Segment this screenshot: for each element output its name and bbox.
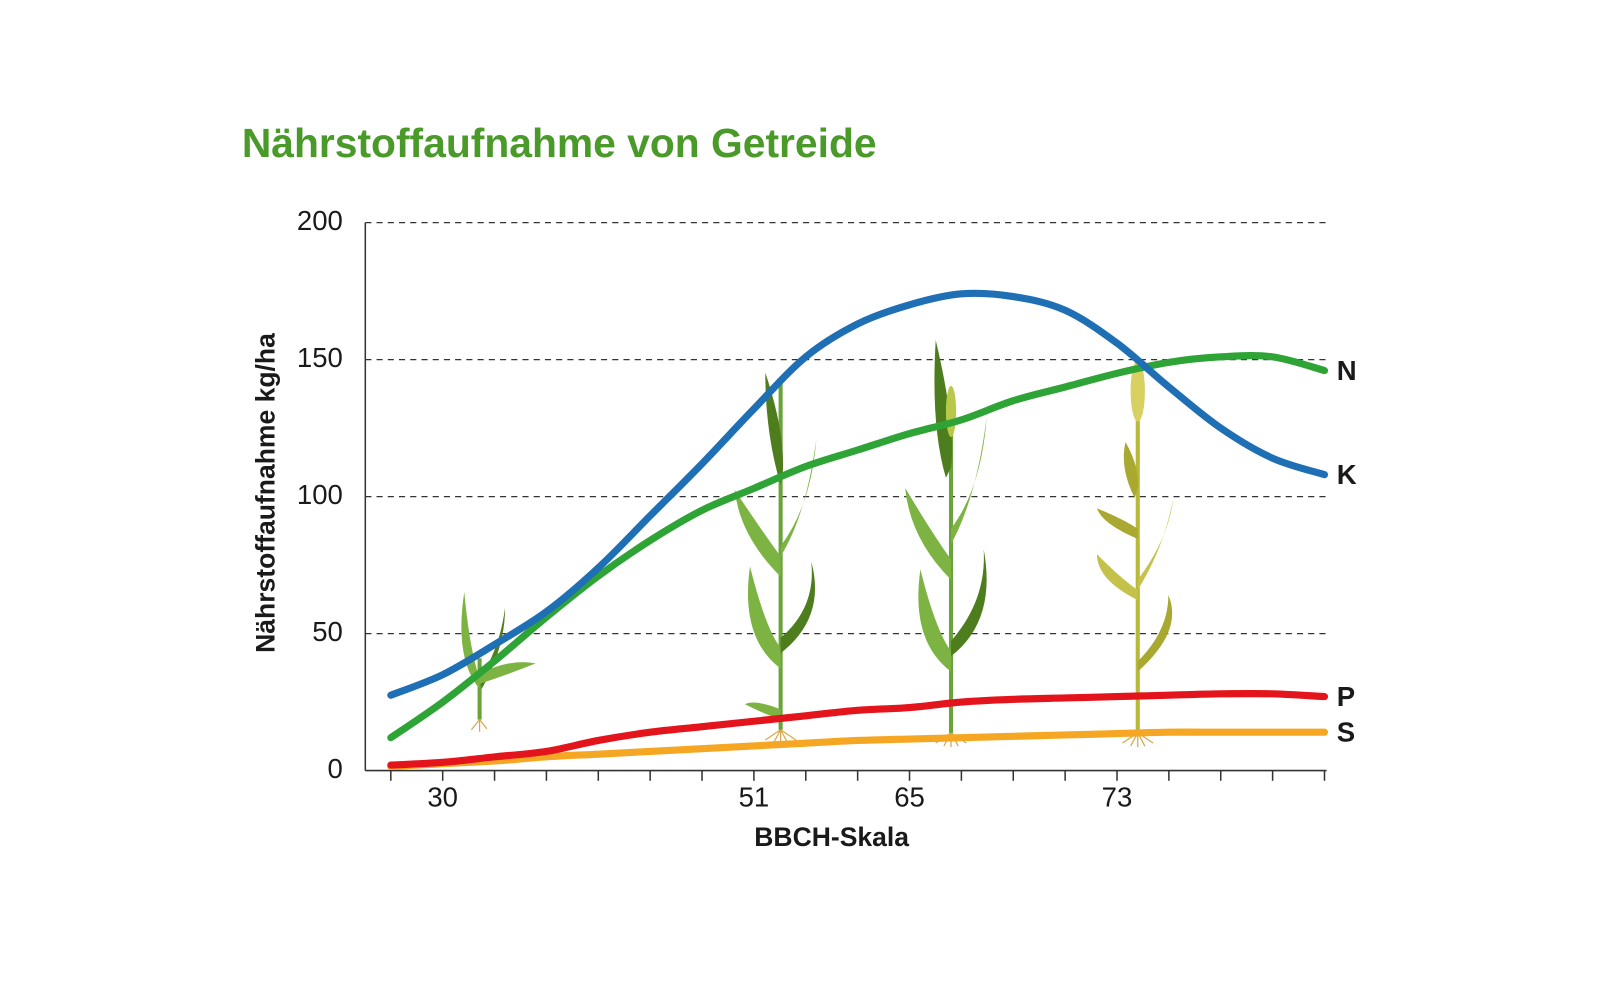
chart-title: Nährstoffaufnahme von Getreide — [242, 120, 877, 166]
legend-label: N — [1337, 355, 1357, 386]
x-tick-label: 73 — [1102, 781, 1133, 812]
x-tick-label: 65 — [894, 781, 925, 812]
legend-label: P — [1337, 681, 1355, 712]
y-tick-label: 100 — [297, 479, 343, 510]
x-tick-label: 51 — [739, 781, 770, 812]
y-tick-label: 150 — [297, 342, 343, 373]
x-axis-title: BBCH-Skala — [754, 822, 909, 852]
y-tick-label: 200 — [297, 205, 343, 236]
x-tick-label: 30 — [427, 781, 458, 812]
data-line — [387, 289, 1329, 699]
legend-label: S — [1337, 717, 1355, 748]
data-line — [387, 728, 1329, 771]
legend-label: K — [1337, 459, 1357, 490]
y-tick-label: 0 — [328, 753, 343, 784]
y-axis-title: Nährstoffaufnahme kg/ha — [250, 333, 280, 653]
plant-illustrations — [461, 339, 1174, 748]
data-line — [387, 352, 1329, 742]
data-line — [387, 690, 1329, 769]
y-tick-label: 50 — [312, 616, 343, 647]
